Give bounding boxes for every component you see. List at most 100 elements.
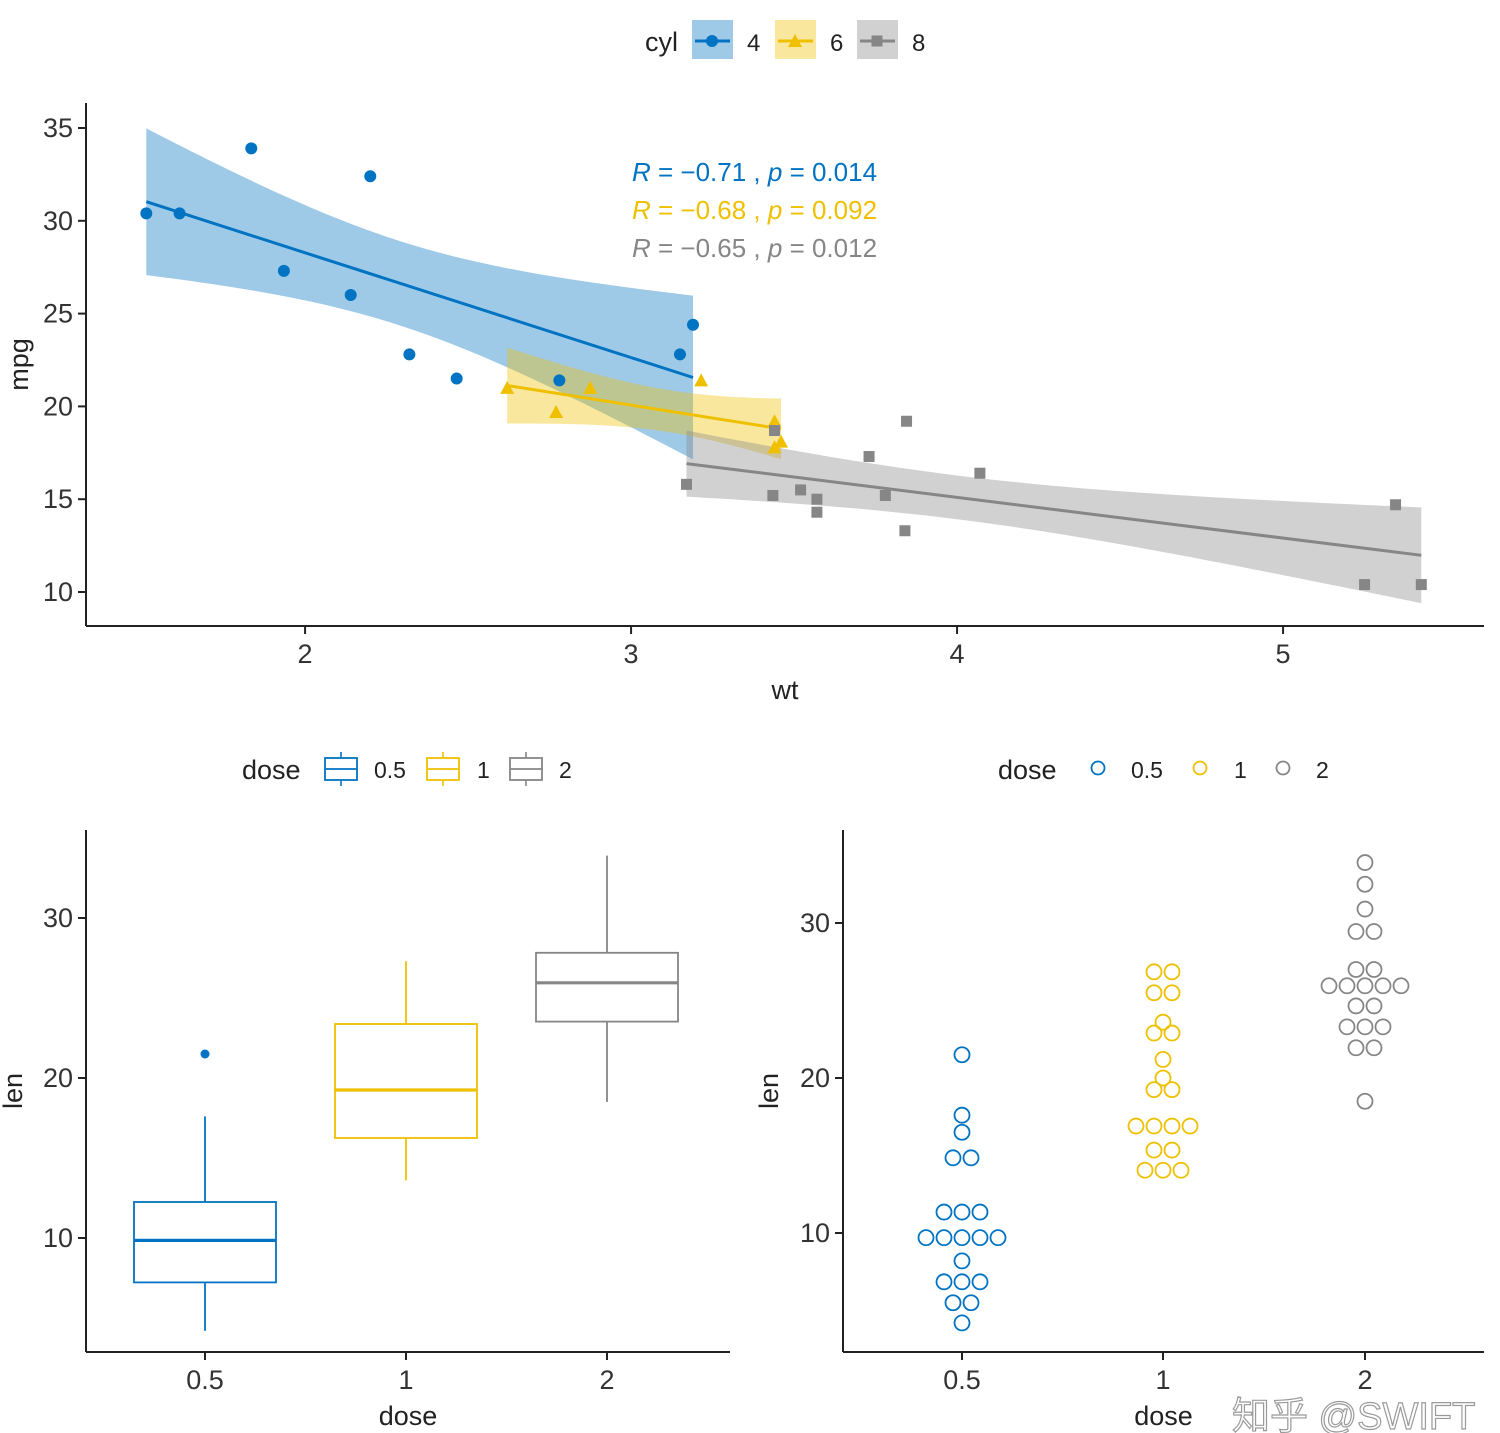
legend-label-dose-1: 1 bbox=[1234, 757, 1247, 783]
regression-line-cyl-4 bbox=[145, 200, 694, 379]
dot-dose-1 bbox=[1163, 1024, 1181, 1042]
dot-dose-2 bbox=[1365, 923, 1383, 940]
dot-dose-1 bbox=[1163, 1141, 1181, 1159]
point-cyl-4 bbox=[687, 318, 700, 331]
dot-dose-0.5 bbox=[971, 1203, 989, 1221]
legend-label-dose-0.5: 0.5 bbox=[1131, 757, 1163, 783]
legend-label-dose-0.5: 0.5 bbox=[374, 757, 406, 783]
point-cyl-8 bbox=[811, 493, 823, 505]
y-tick-label: 20 bbox=[43, 1063, 73, 1093]
x-tick-label: 0.5 bbox=[943, 1365, 981, 1395]
dot-dose-2 bbox=[1374, 977, 1392, 995]
dot-dose-2 bbox=[1347, 997, 1365, 1015]
regression-line-cyl-8 bbox=[686, 462, 1422, 557]
dot-dose-1 bbox=[1163, 1117, 1181, 1135]
point-cyl-8 bbox=[974, 467, 986, 479]
legend-circle-icon-0.5 bbox=[1090, 760, 1106, 776]
point-cyl-8 bbox=[811, 506, 823, 518]
dot-dose-1 bbox=[1154, 1069, 1172, 1087]
dot-dose-1 bbox=[1145, 1117, 1163, 1135]
legend-title: cyl bbox=[645, 27, 678, 57]
x-axis-title: dose bbox=[1134, 1401, 1193, 1431]
dot-dose-2 bbox=[1365, 961, 1383, 978]
point-cyl-6 bbox=[774, 434, 789, 448]
point-cyl-4 bbox=[403, 348, 416, 361]
dot-dose-0.5 bbox=[971, 1273, 989, 1291]
dot-dose-1 bbox=[1136, 1161, 1154, 1179]
dot-dose-0.5 bbox=[962, 1294, 980, 1312]
dot-dose-0.5 bbox=[953, 1046, 971, 1064]
x-tick-label: 0.5 bbox=[186, 1365, 224, 1395]
y-tick-label: 25 bbox=[43, 299, 73, 329]
box-dose-0.5 bbox=[133, 1201, 277, 1284]
dot-dose-0.5 bbox=[953, 1229, 971, 1247]
boxplot-panel-dose-len: 10 20 30 0.5 1 2 dose len dose 0.5 1 2 bbox=[0, 752, 730, 1431]
x-tick-label: 2 bbox=[1357, 1365, 1372, 1395]
y-axis-title: len bbox=[0, 1073, 28, 1109]
dot-dose-0.5 bbox=[953, 1273, 971, 1291]
dot-dose-2 bbox=[1320, 977, 1338, 995]
x-tick-label: 1 bbox=[1155, 1365, 1170, 1395]
dot-dose-2 bbox=[1374, 1018, 1392, 1036]
dot-dose-2 bbox=[1356, 875, 1374, 893]
dot-dose-1 bbox=[1145, 1024, 1163, 1042]
y-tick-label: 35 bbox=[43, 113, 73, 143]
legend-label-dose-2: 2 bbox=[1316, 757, 1329, 783]
x-tick-label: 3 bbox=[624, 639, 639, 669]
point-cyl-4 bbox=[277, 264, 290, 277]
legend-label-cyl-6: 6 bbox=[830, 30, 843, 57]
point-cyl-8 bbox=[879, 489, 891, 501]
dot-dose-0.5 bbox=[953, 1203, 971, 1221]
point-cyl-8 bbox=[1359, 579, 1371, 591]
y-tick-label: 10 bbox=[800, 1218, 830, 1248]
dot-dose-0.5 bbox=[953, 1123, 971, 1141]
dot-dose-0.5 bbox=[944, 1294, 962, 1312]
point-cyl-6 bbox=[583, 380, 598, 394]
dot-dose-2 bbox=[1347, 961, 1365, 978]
y-axis-title: mpg bbox=[4, 338, 34, 391]
watermark: 知乎 @SWIFT bbox=[1232, 1396, 1475, 1433]
dot-dose-2 bbox=[1356, 977, 1374, 995]
point-cyl-6 bbox=[767, 440, 782, 454]
dot-dose-1 bbox=[1172, 1161, 1190, 1179]
y-axis-title: len bbox=[754, 1073, 784, 1109]
point-cyl-8 bbox=[769, 425, 781, 437]
y-tick-label: 20 bbox=[800, 1063, 830, 1093]
confidence-band-cyl-6 bbox=[507, 347, 782, 460]
point-cyl-8 bbox=[863, 451, 875, 463]
point-cyl-6 bbox=[549, 404, 564, 418]
correlation-annotation-cyl-6: R = −0.68 , p = 0.092 bbox=[632, 195, 877, 225]
point-cyl-4 bbox=[173, 207, 186, 220]
dot-dose-0.5 bbox=[944, 1149, 962, 1167]
point-cyl-4 bbox=[344, 289, 357, 302]
dot-dose-1 bbox=[1145, 1141, 1163, 1159]
x-tick-label: 1 bbox=[398, 1365, 413, 1395]
dot-dose-0.5 bbox=[953, 1252, 971, 1270]
dot-dose-0.5 bbox=[953, 1106, 971, 1124]
point-cyl-4 bbox=[450, 372, 463, 385]
x-axis-title: dose bbox=[379, 1401, 438, 1431]
dot-dose-1 bbox=[1154, 1051, 1172, 1068]
dot-dose-1 bbox=[1127, 1117, 1145, 1135]
dot-dose-0.5 bbox=[989, 1229, 1007, 1247]
legend-square-icon bbox=[871, 35, 883, 47]
y-tick-label: 15 bbox=[43, 484, 73, 514]
outlier-point bbox=[200, 1049, 210, 1059]
scatter-panel-wt-mpg: 10 15 20 25 30 35 2 3 4 5 wt mpg R = −0.71 , p = 0.0… bbox=[4, 20, 1484, 705]
dot-dose-2 bbox=[1356, 1018, 1374, 1036]
correlation-annotation-cyl-4: R = −0.71 , p = 0.014 bbox=[632, 157, 877, 187]
y-tick-label: 10 bbox=[43, 1223, 73, 1253]
dot-dose-2 bbox=[1356, 900, 1374, 918]
point-cyl-4 bbox=[553, 374, 566, 387]
y-tick-label: 30 bbox=[43, 206, 73, 236]
dot-dose-1 bbox=[1145, 963, 1163, 981]
point-cyl-8 bbox=[1390, 499, 1402, 511]
legend-label-cyl-4: 4 bbox=[747, 30, 760, 57]
legend-title: dose bbox=[998, 755, 1057, 785]
dot-dose-0.5 bbox=[935, 1203, 953, 1221]
dot-dose-0.5 bbox=[935, 1273, 953, 1291]
legend-label-cyl-8: 8 bbox=[912, 30, 925, 57]
point-cyl-8 bbox=[767, 489, 779, 501]
legend-title: dose bbox=[242, 755, 301, 785]
point-cyl-4 bbox=[140, 207, 153, 220]
